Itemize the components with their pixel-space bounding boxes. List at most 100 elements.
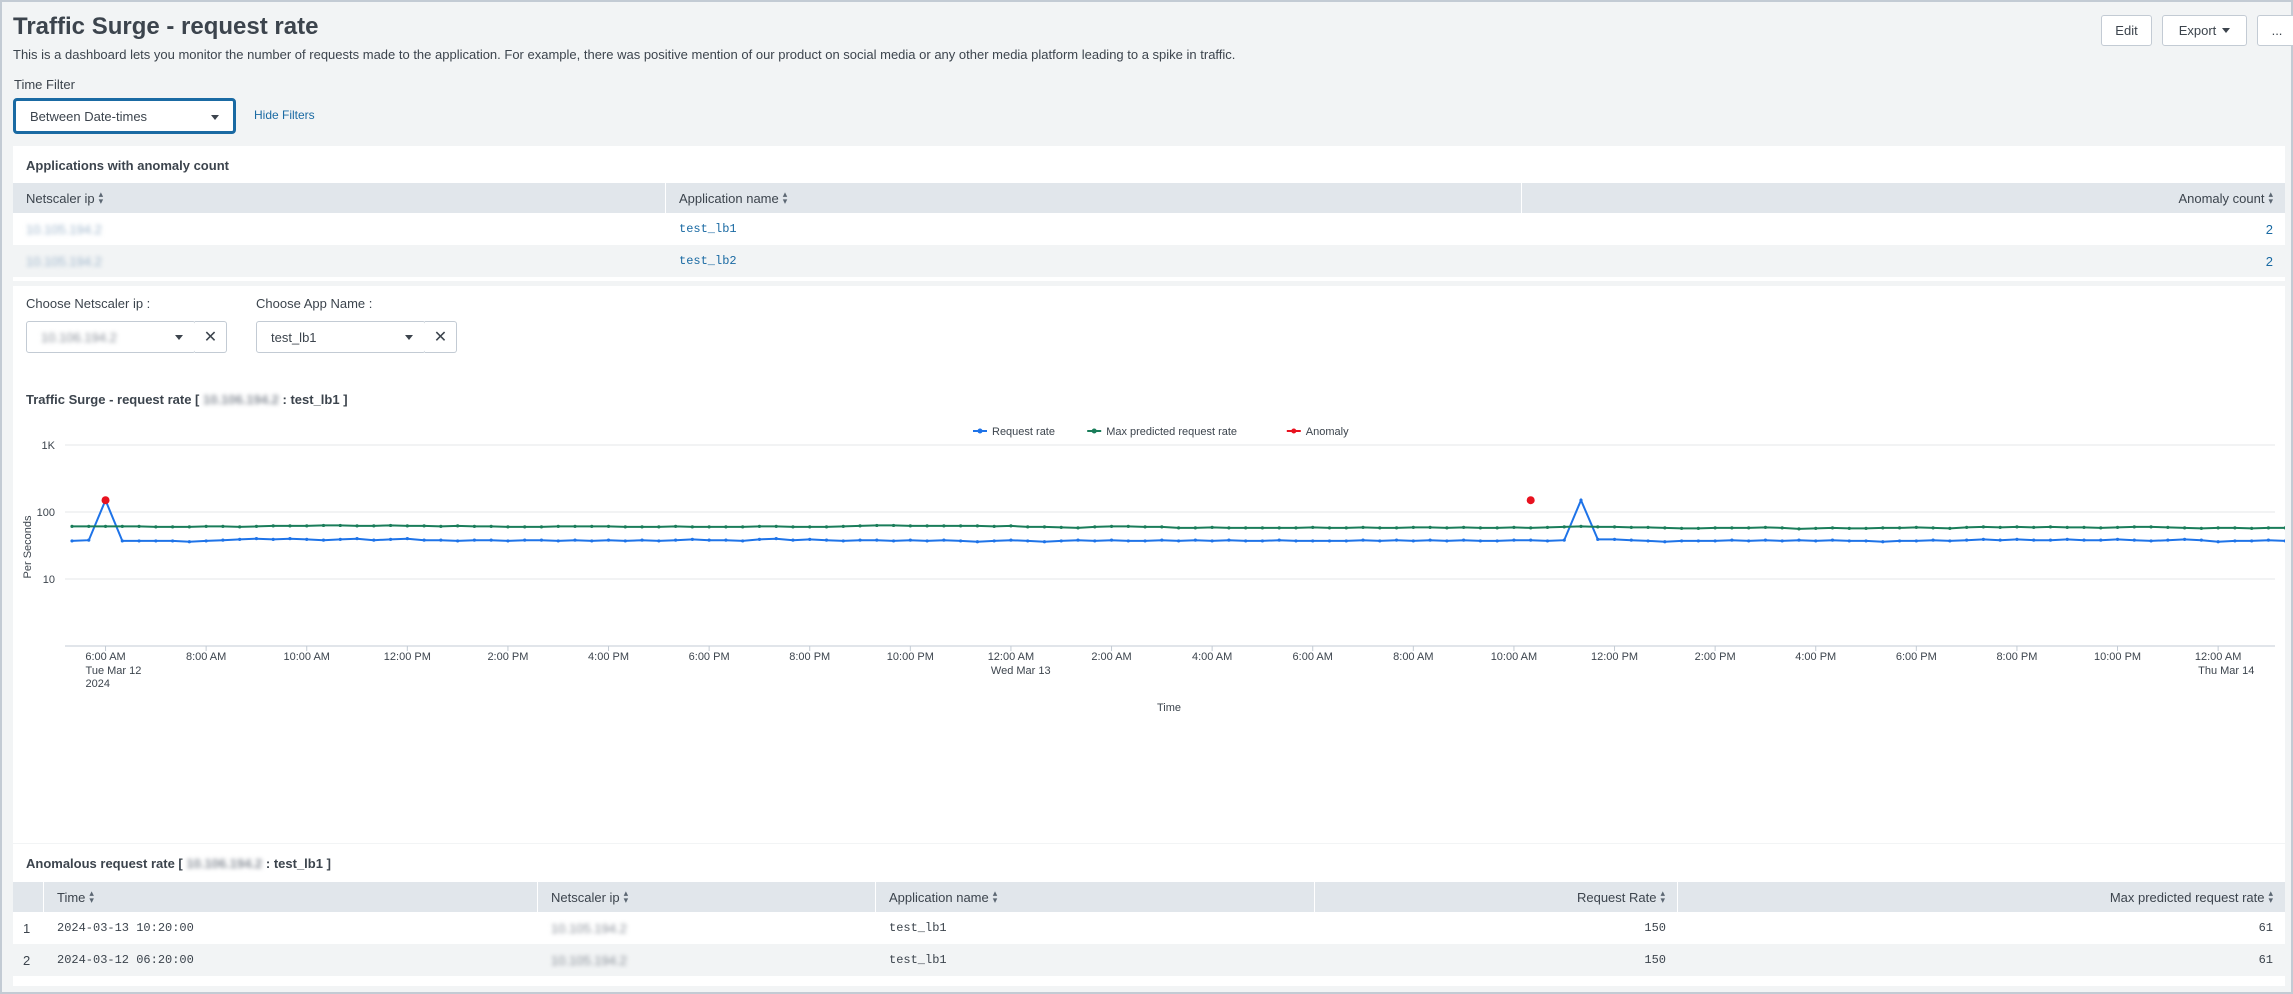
column-header-anomaly-count[interactable]: Anomaly count ▴ ▾	[1522, 183, 2285, 213]
data-point	[506, 525, 510, 529]
x-tick-label: 2:00 PM	[1695, 651, 1736, 663]
data-point	[1411, 525, 1415, 529]
anomaly-count-cell[interactable]: 2	[2265, 221, 2273, 237]
application-name-cell: test_lb1	[889, 953, 947, 967]
request-rate-cell: 150	[1644, 953, 1666, 967]
clear-ip-button[interactable]: ✕	[195, 321, 227, 353]
data-point	[305, 537, 309, 541]
anomaly-count-cell[interactable]: 2	[2265, 253, 2273, 269]
data-point	[757, 537, 762, 541]
x-tick-label: 10:00 AM	[283, 651, 329, 663]
data-point	[2115, 525, 2120, 529]
table-row[interactable]: 10.105.194.2 test_lb1 2	[13, 213, 2285, 245]
data-point	[288, 524, 292, 528]
data-point	[2065, 537, 2069, 541]
data-point	[120, 539, 124, 543]
table-row[interactable]: 2 2024-03-12 06:20:00 10.105.194.2 test_…	[13, 944, 2285, 976]
data-point	[959, 539, 963, 543]
data-point	[2250, 539, 2254, 543]
data-point	[472, 524, 476, 528]
data-point	[2250, 526, 2254, 530]
data-point	[975, 540, 980, 544]
x-tick-sublabel: Thu Mar 14	[2198, 665, 2254, 677]
data-point	[959, 524, 963, 528]
panel-title-prefix: Anomalous request rate [	[26, 856, 187, 871]
data-point	[724, 538, 728, 542]
data-point	[1378, 526, 1382, 530]
data-point	[87, 524, 91, 528]
data-point	[741, 539, 745, 543]
clear-app-button[interactable]: ✕	[425, 321, 457, 353]
edit-button[interactable]: Edit	[2101, 15, 2152, 46]
data-point	[1344, 539, 1348, 543]
column-header-application-name[interactable]: Application name ▴ ▾	[666, 183, 1522, 213]
data-point	[1747, 539, 1751, 543]
x-tick-label: 10:00 AM	[1491, 651, 1537, 663]
data-point	[640, 525, 644, 529]
more-actions-button[interactable]: ...	[2257, 15, 2293, 46]
data-point	[1981, 537, 1985, 541]
hide-filters-link[interactable]: Hide Filters	[254, 108, 315, 122]
column-header-application-name[interactable]: Application name ▴ ▾	[876, 882, 1315, 912]
more-actions-label: ...	[2271, 23, 2283, 38]
data-point	[791, 525, 795, 529]
data-point	[1680, 539, 1684, 543]
netscaler-ip-cell[interactable]: 10.105.194.2	[26, 221, 102, 237]
data-point	[2216, 526, 2220, 530]
data-point	[1344, 526, 1348, 530]
data-point	[1394, 526, 1399, 530]
data-point	[489, 524, 493, 528]
data-point	[1143, 539, 1147, 543]
netscaler-ip-cell[interactable]: 10.105.194.2	[26, 253, 102, 269]
application-name-cell[interactable]: test_lb1	[679, 222, 737, 236]
netscaler-ip-cell: 10.105.194.2	[551, 952, 627, 968]
data-point	[640, 538, 644, 542]
data-point	[1277, 538, 1281, 542]
column-header-netscaler-ip[interactable]: Netscaler ip ▴ ▾	[538, 882, 876, 912]
data-point	[171, 539, 175, 543]
data-point	[2166, 538, 2170, 542]
data-point	[2199, 526, 2203, 530]
data-point	[187, 525, 191, 529]
data-point	[674, 538, 678, 542]
data-point	[2099, 538, 2103, 542]
data-point	[690, 525, 694, 529]
data-point	[1780, 539, 1784, 543]
y-tick-label: 10	[43, 574, 55, 586]
table-row[interactable]: 10.105.194.2 test_lb2 2	[13, 245, 2285, 277]
column-header-label: Max predicted request rate	[2109, 889, 2265, 905]
data-point	[808, 525, 812, 529]
application-name-cell[interactable]: test_lb2	[679, 254, 737, 268]
data-point	[2082, 538, 2086, 542]
column-header-max-predicted[interactable]: Max predicted request rate ▴ ▾	[1678, 882, 2285, 912]
data-point	[87, 538, 91, 542]
x-tick-sublabel: 2024	[86, 678, 110, 690]
column-header-netscaler-ip[interactable]: Netscaler ip ▴ ▾	[13, 183, 666, 213]
time-filter-dropdown[interactable]: Between Date-times	[13, 98, 236, 134]
column-header-request-rate[interactable]: Request Rate ▴ ▾	[1315, 882, 1678, 912]
panel-title-suffix: : test_lb1 ]	[262, 856, 331, 871]
data-point	[623, 525, 627, 529]
data-point	[355, 537, 359, 541]
data-point	[321, 523, 326, 528]
sort-icon: ▴ ▾	[992, 888, 998, 905]
table-row[interactable]: 1 2024-03-13 10:20:00 10.105.194.2 test_…	[13, 912, 2285, 944]
legend-label: Request rate	[992, 426, 1055, 438]
export-button[interactable]: Export	[2162, 15, 2247, 46]
column-header-time[interactable]: Time ▴ ▾	[44, 882, 538, 912]
data-point	[372, 538, 376, 542]
data-point	[2132, 525, 2136, 529]
netscaler-ip-dropdown[interactable]: 10.106.194.2	[26, 321, 196, 353]
application-name-cell: test_lb1	[889, 921, 947, 935]
data-point	[1780, 526, 1784, 530]
anomalous-request-panel: Anomalous request rate [ 10.106.194.2 : …	[13, 844, 2285, 986]
data-point	[1646, 525, 1650, 529]
x-tick-label: 2:00 AM	[1091, 651, 1131, 663]
data-point	[1931, 538, 1935, 542]
data-point	[439, 538, 443, 542]
data-point	[2166, 525, 2170, 529]
data-point	[2048, 538, 2053, 542]
app-name-dropdown[interactable]: test_lb1	[256, 321, 426, 353]
data-point	[221, 524, 225, 528]
data-point	[1294, 526, 1298, 530]
